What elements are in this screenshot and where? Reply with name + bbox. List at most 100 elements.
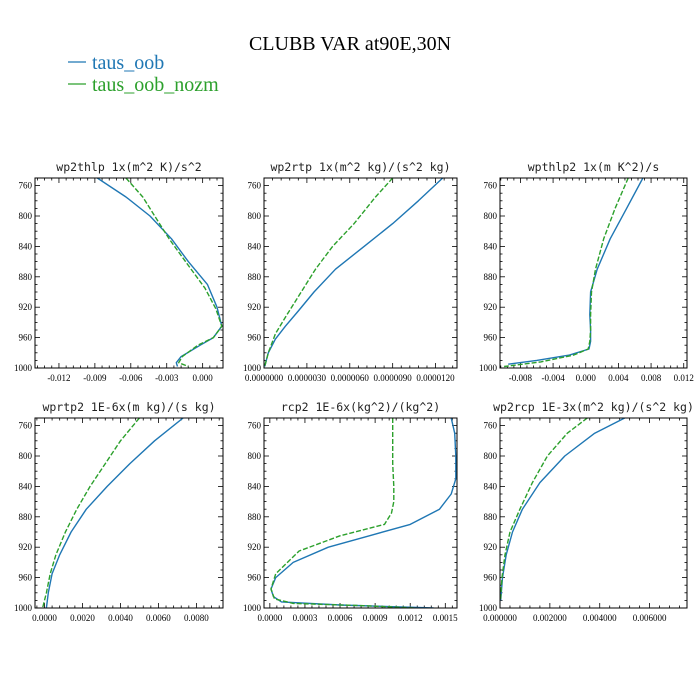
y-tick-label: 880	[484, 512, 498, 522]
chart-panel-1: wp2thlp 1x(m^2 K)/s^2 760 800 840 880 920 960 1…	[14, 160, 224, 383]
series-line-taus-oob-nozm	[500, 418, 588, 601]
x-tick-label: 0.0015	[433, 613, 458, 623]
y-tick-label: 840	[248, 241, 262, 251]
plot-frame	[34, 177, 224, 369]
x-tick-label: 0.0003	[293, 613, 318, 623]
y-tick-label: 840	[19, 241, 33, 251]
y-tick-label: 800	[248, 211, 262, 221]
y-tick-label: 920	[248, 542, 262, 552]
y-tick-label: 880	[248, 512, 262, 522]
x-tick-label: 0.0000	[32, 613, 57, 623]
x-tick-label: -0.009	[83, 373, 107, 383]
x-tick-label: 0.0060	[146, 613, 171, 623]
panels: wp2thlp 1x(m^2 K)/s^2 760 800 840 880 920 960 1…	[14, 160, 694, 623]
x-tick-label: -0.012	[47, 373, 70, 383]
series-group	[504, 178, 644, 368]
y-tick-label: 760	[484, 181, 498, 191]
y-tick-label: 800	[484, 451, 498, 461]
series-line-taus-oob	[270, 418, 457, 608]
y-tick-label: 800	[19, 211, 33, 221]
y-tick-label: 960	[248, 573, 262, 583]
chart-panel-2: wp2rtp 1x(m^2 kg)/(s^2 kg) 760 800 840 880 92…	[243, 160, 458, 383]
y-tick-label: 960	[248, 333, 262, 343]
plot-frame	[34, 417, 224, 609]
y-tick-label: 800	[19, 451, 33, 461]
y-tick-label: 920	[19, 542, 33, 552]
x-tick-label: 0.000	[193, 373, 214, 383]
series-group	[270, 418, 457, 608]
y-tick-label: 840	[484, 481, 498, 491]
y-tick-label: 800	[248, 451, 262, 461]
x-tick-label: 0.0000030	[288, 373, 327, 383]
series-line-taus-oob	[500, 418, 626, 601]
series-line-taus-oob	[96, 178, 223, 367]
y-tick-label: 880	[19, 272, 33, 282]
y-tick-label: 1000	[14, 363, 33, 373]
series-line-taus-oob-nozm	[270, 418, 417, 608]
y-tick-label: 800	[484, 211, 498, 221]
series-line-taus-oob	[45, 418, 184, 608]
y-tick-label: 760	[19, 421, 33, 431]
y-tick-label: 880	[248, 272, 262, 282]
series-line-taus-oob	[508, 178, 644, 365]
series-line-taus-oob-nozm	[125, 178, 223, 368]
series-group	[264, 178, 444, 367]
y-tick-label: 920	[484, 542, 498, 552]
x-tick-label: -0.008	[509, 373, 533, 383]
chart-panel-4: wprtp2 1E-6x(m kg)/(s kg) 760 800 840 880 920…	[14, 400, 224, 623]
x-tick-label: 0.0080	[184, 613, 209, 623]
x-tick-label: 0.002000	[533, 613, 567, 623]
y-tick-label: 880	[484, 272, 498, 282]
y-tick-label: 1000	[243, 363, 262, 373]
series-line-taus-oob-nozm	[41, 418, 140, 608]
chart-panel-6: wp2rcp 1E-3x(m^2 kg)/(s^2 kg) 760 800 840 88…	[479, 400, 694, 623]
x-tick-label: 0.0000060	[331, 373, 370, 383]
x-tick-label: 0.0000000	[245, 373, 284, 383]
y-tick-label: 1000	[479, 363, 498, 373]
plot-frame	[499, 417, 688, 609]
y-tick-label: 920	[248, 302, 262, 312]
legend-label-taus-oob: taus_oob	[92, 52, 164, 74]
chart-panel-5: rcp2 1E-6x(kg^2)/(kg^2) 760 800 840 880 920 96…	[243, 400, 458, 623]
y-tick-label: 760	[248, 181, 262, 191]
x-tick-label: -0.003	[155, 373, 179, 383]
x-tick-label: -0.004	[541, 373, 565, 383]
y-tick-label: 960	[484, 333, 498, 343]
panel-title: rcp2 1E-6x(kg^2)/(kg^2)	[281, 400, 440, 414]
panel-title: wp2rtp 1x(m^2 kg)/(s^2 kg)	[270, 160, 450, 174]
x-tick-label: 0.008	[641, 373, 662, 383]
y-tick-label: 960	[19, 573, 33, 583]
y-tick-label: 840	[19, 481, 33, 491]
panel-title: wp2rcp 1E-3x(m^2 kg)/(s^2 kg)	[493, 400, 694, 414]
y-tick-label: 920	[19, 302, 33, 312]
y-tick-label: 1000	[479, 603, 498, 613]
plot-frame	[263, 177, 458, 369]
plot-frame	[499, 177, 688, 369]
x-tick-label: 0.004000	[583, 613, 617, 623]
legend-label-taus-oob-nozm: taus_oob_nozm	[92, 74, 219, 96]
y-tick-label: 1000	[14, 603, 33, 613]
y-tick-label: 1000	[243, 603, 262, 613]
series-group	[96, 178, 223, 368]
series-line-taus-oob-nozm	[264, 178, 394, 367]
x-tick-label: 0.004	[608, 373, 629, 383]
y-tick-label: 760	[484, 421, 498, 431]
x-tick-label: 0.012	[674, 373, 694, 383]
series-line-taus-oob	[264, 178, 444, 367]
series-line-taus-oob-nozm	[504, 178, 629, 368]
x-tick-label: -0.006	[119, 373, 143, 383]
x-tick-label: 0.0000090	[374, 373, 413, 383]
x-tick-label: 0.000	[576, 373, 597, 383]
chart-panel-3: wpthlp2 1x(m K^2)/s 760 800 840 880 920 960 100…	[479, 160, 694, 383]
figure-title: CLUBB VAR at90E,30N	[249, 33, 451, 55]
y-tick-label: 960	[19, 333, 33, 343]
x-tick-label: 0.0040	[108, 613, 133, 623]
y-tick-label: 920	[484, 302, 498, 312]
x-tick-label: 0.0000	[257, 613, 282, 623]
x-tick-label: 0.0012	[398, 613, 423, 623]
x-tick-label: 0.000000	[483, 613, 517, 623]
x-tick-label: 0.0000120	[416, 373, 455, 383]
y-tick-label: 880	[19, 512, 33, 522]
legend: taus_oob taus_oob_nozm	[68, 52, 219, 96]
